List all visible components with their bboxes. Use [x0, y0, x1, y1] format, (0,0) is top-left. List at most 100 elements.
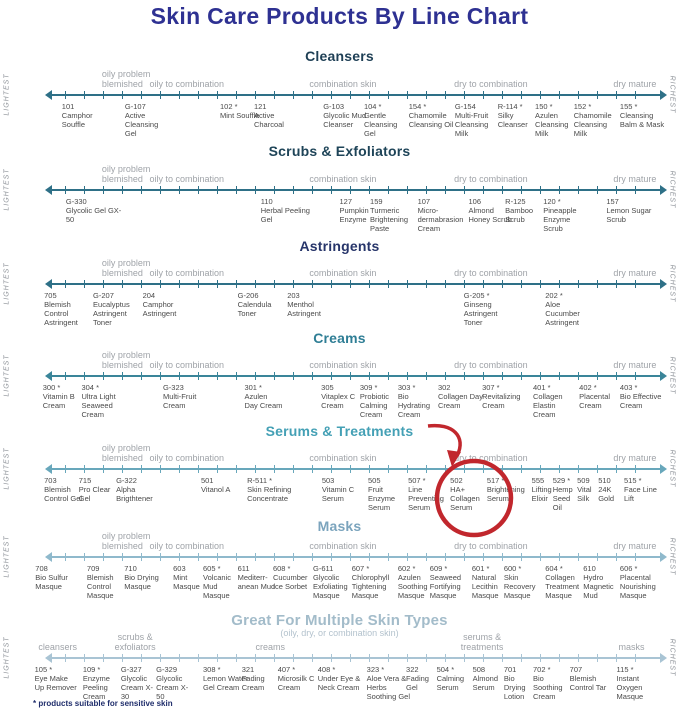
product-code: 702 * [533, 665, 551, 674]
product-name: Natural Lecithin Masque [471, 573, 499, 601]
product-label: 715 Pro Clear Gel [79, 476, 123, 503]
product-code: G-103 [323, 102, 345, 111]
axis-label-lightest: LIGHTEST [3, 168, 11, 211]
product-code: 403 * [619, 383, 638, 392]
product-code: 402 * [579, 383, 597, 392]
product-name: Multi-Fruit Cleansing Milk [454, 111, 489, 139]
product-label: 104 * Gentle Cleansing Gel [364, 102, 410, 139]
skin-type-zone-label: oily problem blemished [101, 163, 151, 184]
product-name: Calendula Toner [237, 300, 272, 319]
product-name: Fading Gel [406, 674, 429, 693]
product-label: 302 Collagen Day Cream [438, 383, 484, 410]
product-label: 322 Fading Gel [406, 665, 438, 692]
product-name: Alpha Brigthtener [116, 485, 153, 504]
product-code: R-125 [505, 197, 526, 206]
product-label: 709 Blemish Control Masque [87, 564, 127, 601]
product-name: Herbal Peeling Gel [260, 206, 310, 225]
product-name: Ultra Light Seaweed Cream [81, 392, 116, 420]
skin-type-zone-label: oily to combination [149, 78, 224, 89]
product-name: Camphor Souffle [61, 111, 93, 130]
product-code: 555 [531, 476, 545, 485]
product-label: 202 * Aloe Cucumber Astringent [545, 291, 591, 328]
product-code: G-107 [124, 102, 146, 111]
product-label: 121 Active Charcoal [254, 102, 300, 129]
product-name: Hydro Magnetic Mud [583, 573, 614, 601]
skin-type-zone-label: dry to combination [454, 452, 528, 463]
product-code: 501 [200, 476, 214, 485]
product-name: Blemish Control Masque [86, 573, 114, 601]
axis-ticks [64, 654, 649, 662]
section-subtitle: (oily, dry, or combination skin) [280, 628, 399, 638]
skin-type-zone-label: combination skin [309, 452, 377, 463]
product-label: 529 * Hemp Seed Oil [553, 476, 581, 513]
axis-label-lightest: LIGHTEST [3, 262, 11, 305]
skin-type-zone-label: oily to combination [149, 540, 224, 551]
product-name: Silky Cleanser [497, 111, 528, 130]
product-name: Almond Serum [472, 674, 499, 693]
skin-type-zone-label: dry to combination [454, 359, 528, 370]
product-code: 606 * [619, 564, 638, 573]
product-label: 701 Bio Drying Lotion [504, 665, 534, 702]
product-code: 121 [253, 102, 267, 111]
product-code: 529 * [552, 476, 571, 485]
product-code: 107 [417, 197, 431, 206]
skin-type-zone-label: oily problem blemished [101, 530, 151, 551]
product-label: 321 Fading Cream [242, 665, 274, 692]
axis-label-richest: RICHEST [668, 75, 676, 114]
product-label: 606 * Placental Nourishing Masque [620, 564, 666, 601]
product-label: 504 * Calming Serum [437, 665, 475, 692]
product-label: 305 Vitaplex C Cream [321, 383, 361, 410]
axis-label-lightest: LIGHTEST [3, 73, 11, 116]
product-label: 203 Menthol Astringent [287, 291, 339, 318]
skin-type-zone-label: oily problem blemished [101, 349, 151, 370]
skin-type-zone-label: oily to combination [149, 452, 224, 463]
product-code: 602 * [397, 564, 416, 573]
section-astringents: Astringents oily problem blemished oily to… [0, 238, 679, 330]
section-scrubs-exfoliators: Scrubs & Exfoliators oily problem blemish… [0, 143, 679, 238]
product-name: Calming Serum [436, 674, 465, 693]
product-name: Camphor Astringent [142, 300, 177, 319]
product-name: Vitaplex C Cream [321, 392, 356, 411]
product-code: 152 * [573, 102, 592, 111]
product-code: 611 [237, 564, 250, 573]
product-code: 600 * [503, 564, 522, 573]
product-name: Glycolic Mud Cleanser [323, 111, 367, 130]
axis-ticks [64, 280, 649, 288]
product-label: G-329 Glycolic Cream X-50 [156, 665, 192, 702]
product-code: 504 * [436, 665, 455, 674]
product-name: Cleansing Balm & Mask [619, 111, 665, 130]
product-code: 300 * [42, 383, 61, 392]
product-label: 510 24K Gold [598, 476, 624, 503]
product-name: Glycolic Gel GX-50 [65, 206, 122, 225]
product-code: 159 [370, 197, 383, 206]
product-name: Vitamin C Serum [321, 485, 355, 504]
section-heading: Scrubs & Exfoliators [268, 143, 411, 159]
product-label: 604 * Collagen Treatment Masque [545, 564, 589, 601]
product-name: Active Cleansing Gel [124, 111, 159, 139]
product-name: Turmeric Brightening Paste [370, 206, 408, 234]
product-label: G-322 Alpha Brigthtener [116, 476, 168, 503]
product-code: 610 [583, 564, 596, 573]
product-label: G-103 Glycolic Mud Cleanser [323, 102, 369, 129]
product-label: 110 Herbal Peeling Gel [261, 197, 316, 224]
product-label: 101 Camphor Souffle [62, 102, 108, 129]
product-code: 157 [606, 197, 619, 206]
product-code: 505 [368, 476, 381, 485]
product-name: Bamboo Scrub [505, 206, 534, 225]
product-code: 507 * [408, 476, 426, 485]
product-label: R-114 * Silky Cleanser [498, 102, 544, 129]
section-serums-treatments: Serums & Treatments oily problem blemishe… [0, 423, 679, 518]
section-heading: Cleansers [305, 48, 374, 64]
product-name: Mint Masque [173, 573, 200, 592]
product-code: G-206 [237, 291, 259, 300]
product-name: Vital Silk [577, 485, 592, 504]
product-code: 155 * [619, 102, 638, 111]
product-name: Chamomile Cleansing Oil [408, 111, 454, 130]
product-name: Fruit Enzyme Serum [368, 485, 396, 513]
product-code: 127 [339, 197, 353, 206]
skin-type-zone-label: combination skin [309, 173, 377, 184]
product-label: G-327 Glycolic Cream X-30 [121, 665, 157, 702]
product-name: Glycolic Cream X-50 [156, 674, 189, 702]
product-label: G-206 Calendula Toner [238, 291, 284, 318]
product-name: Microsilk C Cream [277, 674, 315, 693]
